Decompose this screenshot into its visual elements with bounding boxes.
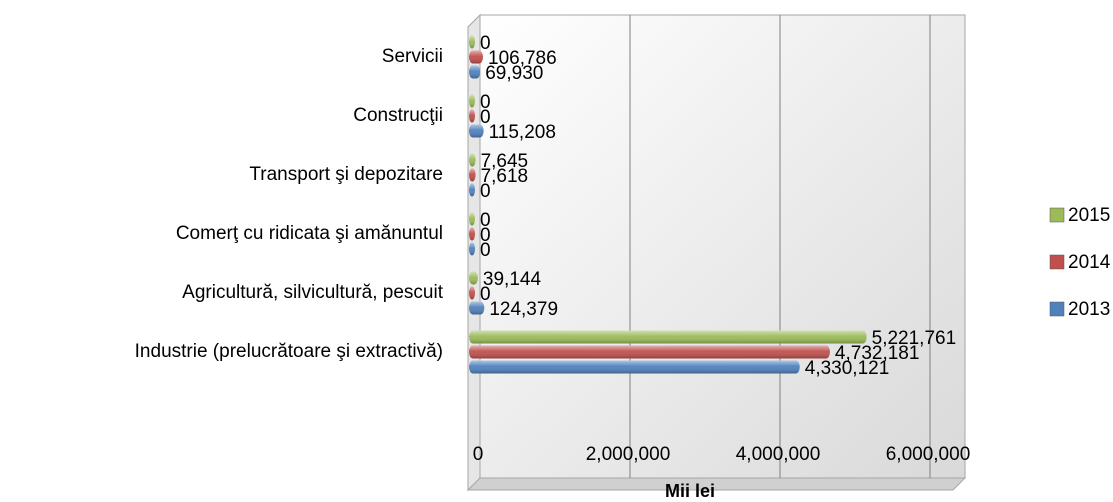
value-label: 0 xyxy=(480,181,491,202)
category-label: Construcţii xyxy=(353,105,443,126)
bar-shine xyxy=(469,50,484,64)
bar-shine xyxy=(469,109,475,123)
bar-shine xyxy=(469,345,830,359)
legend-swatch xyxy=(1049,207,1065,223)
bar-shine xyxy=(469,153,476,167)
value-label: 0 xyxy=(480,107,491,128)
x-tick-label: 6,000,000 xyxy=(886,444,971,465)
x-tick-label: 4,000,000 xyxy=(736,444,821,465)
bar-shine xyxy=(469,330,867,344)
category-label: Agricultură, silvicultură, pescuit xyxy=(182,282,444,303)
back-wall xyxy=(479,14,966,479)
bar-shine xyxy=(469,360,800,374)
bar-shine xyxy=(469,212,475,226)
bar-shine xyxy=(469,183,475,197)
value-label: 4,330,121 xyxy=(805,358,890,379)
value-label: 7,645 xyxy=(481,151,529,172)
category-label: Comerţ cu ridicata şi amănuntul xyxy=(176,223,443,244)
bar-shine xyxy=(469,168,476,182)
x-tick-label: 2,000,000 xyxy=(586,444,671,465)
bar-shine xyxy=(469,65,481,79)
bar-shine xyxy=(469,271,478,285)
value-label: 69,930 xyxy=(485,63,543,84)
legend-label: 2015 xyxy=(1068,205,1110,226)
floor xyxy=(466,477,967,491)
value-label: 39,144 xyxy=(483,269,542,290)
value-label: 0 xyxy=(480,240,491,261)
value-label: 4,732,181 xyxy=(835,343,920,364)
value-label: 5,221,761 xyxy=(872,328,957,349)
value-label: 0 xyxy=(480,33,491,54)
legend-swatch xyxy=(1049,301,1065,317)
bar-shine xyxy=(469,35,475,49)
bar-shine xyxy=(469,124,484,138)
value-label: 124,379 xyxy=(489,299,558,320)
legend-swatch xyxy=(1049,254,1065,270)
bar-shine xyxy=(469,242,475,256)
bar-shine xyxy=(469,286,475,300)
value-label: 0 xyxy=(480,284,491,305)
legend-label: 2014 xyxy=(1068,252,1111,273)
bar-shine xyxy=(469,94,475,108)
bar-shine xyxy=(469,301,485,315)
x-tick-label: 0 xyxy=(473,444,484,465)
value-label: 0 xyxy=(480,225,491,246)
category-label: Servicii xyxy=(382,46,443,67)
category-label: Transport şi depozitare xyxy=(249,164,443,185)
value-label: 0 xyxy=(480,210,491,231)
legend-label: 2013 xyxy=(1068,299,1110,320)
x-axis-title: Mii lei xyxy=(665,481,715,501)
value-label: 106,786 xyxy=(488,48,557,69)
value-label: 115,208 xyxy=(489,122,556,143)
category-label: Industrie (prelucrătoare şi extractivă) xyxy=(135,341,443,362)
value-label: 0 xyxy=(480,92,491,113)
bar-shine xyxy=(469,227,475,241)
value-label: 7,618 xyxy=(481,166,529,187)
